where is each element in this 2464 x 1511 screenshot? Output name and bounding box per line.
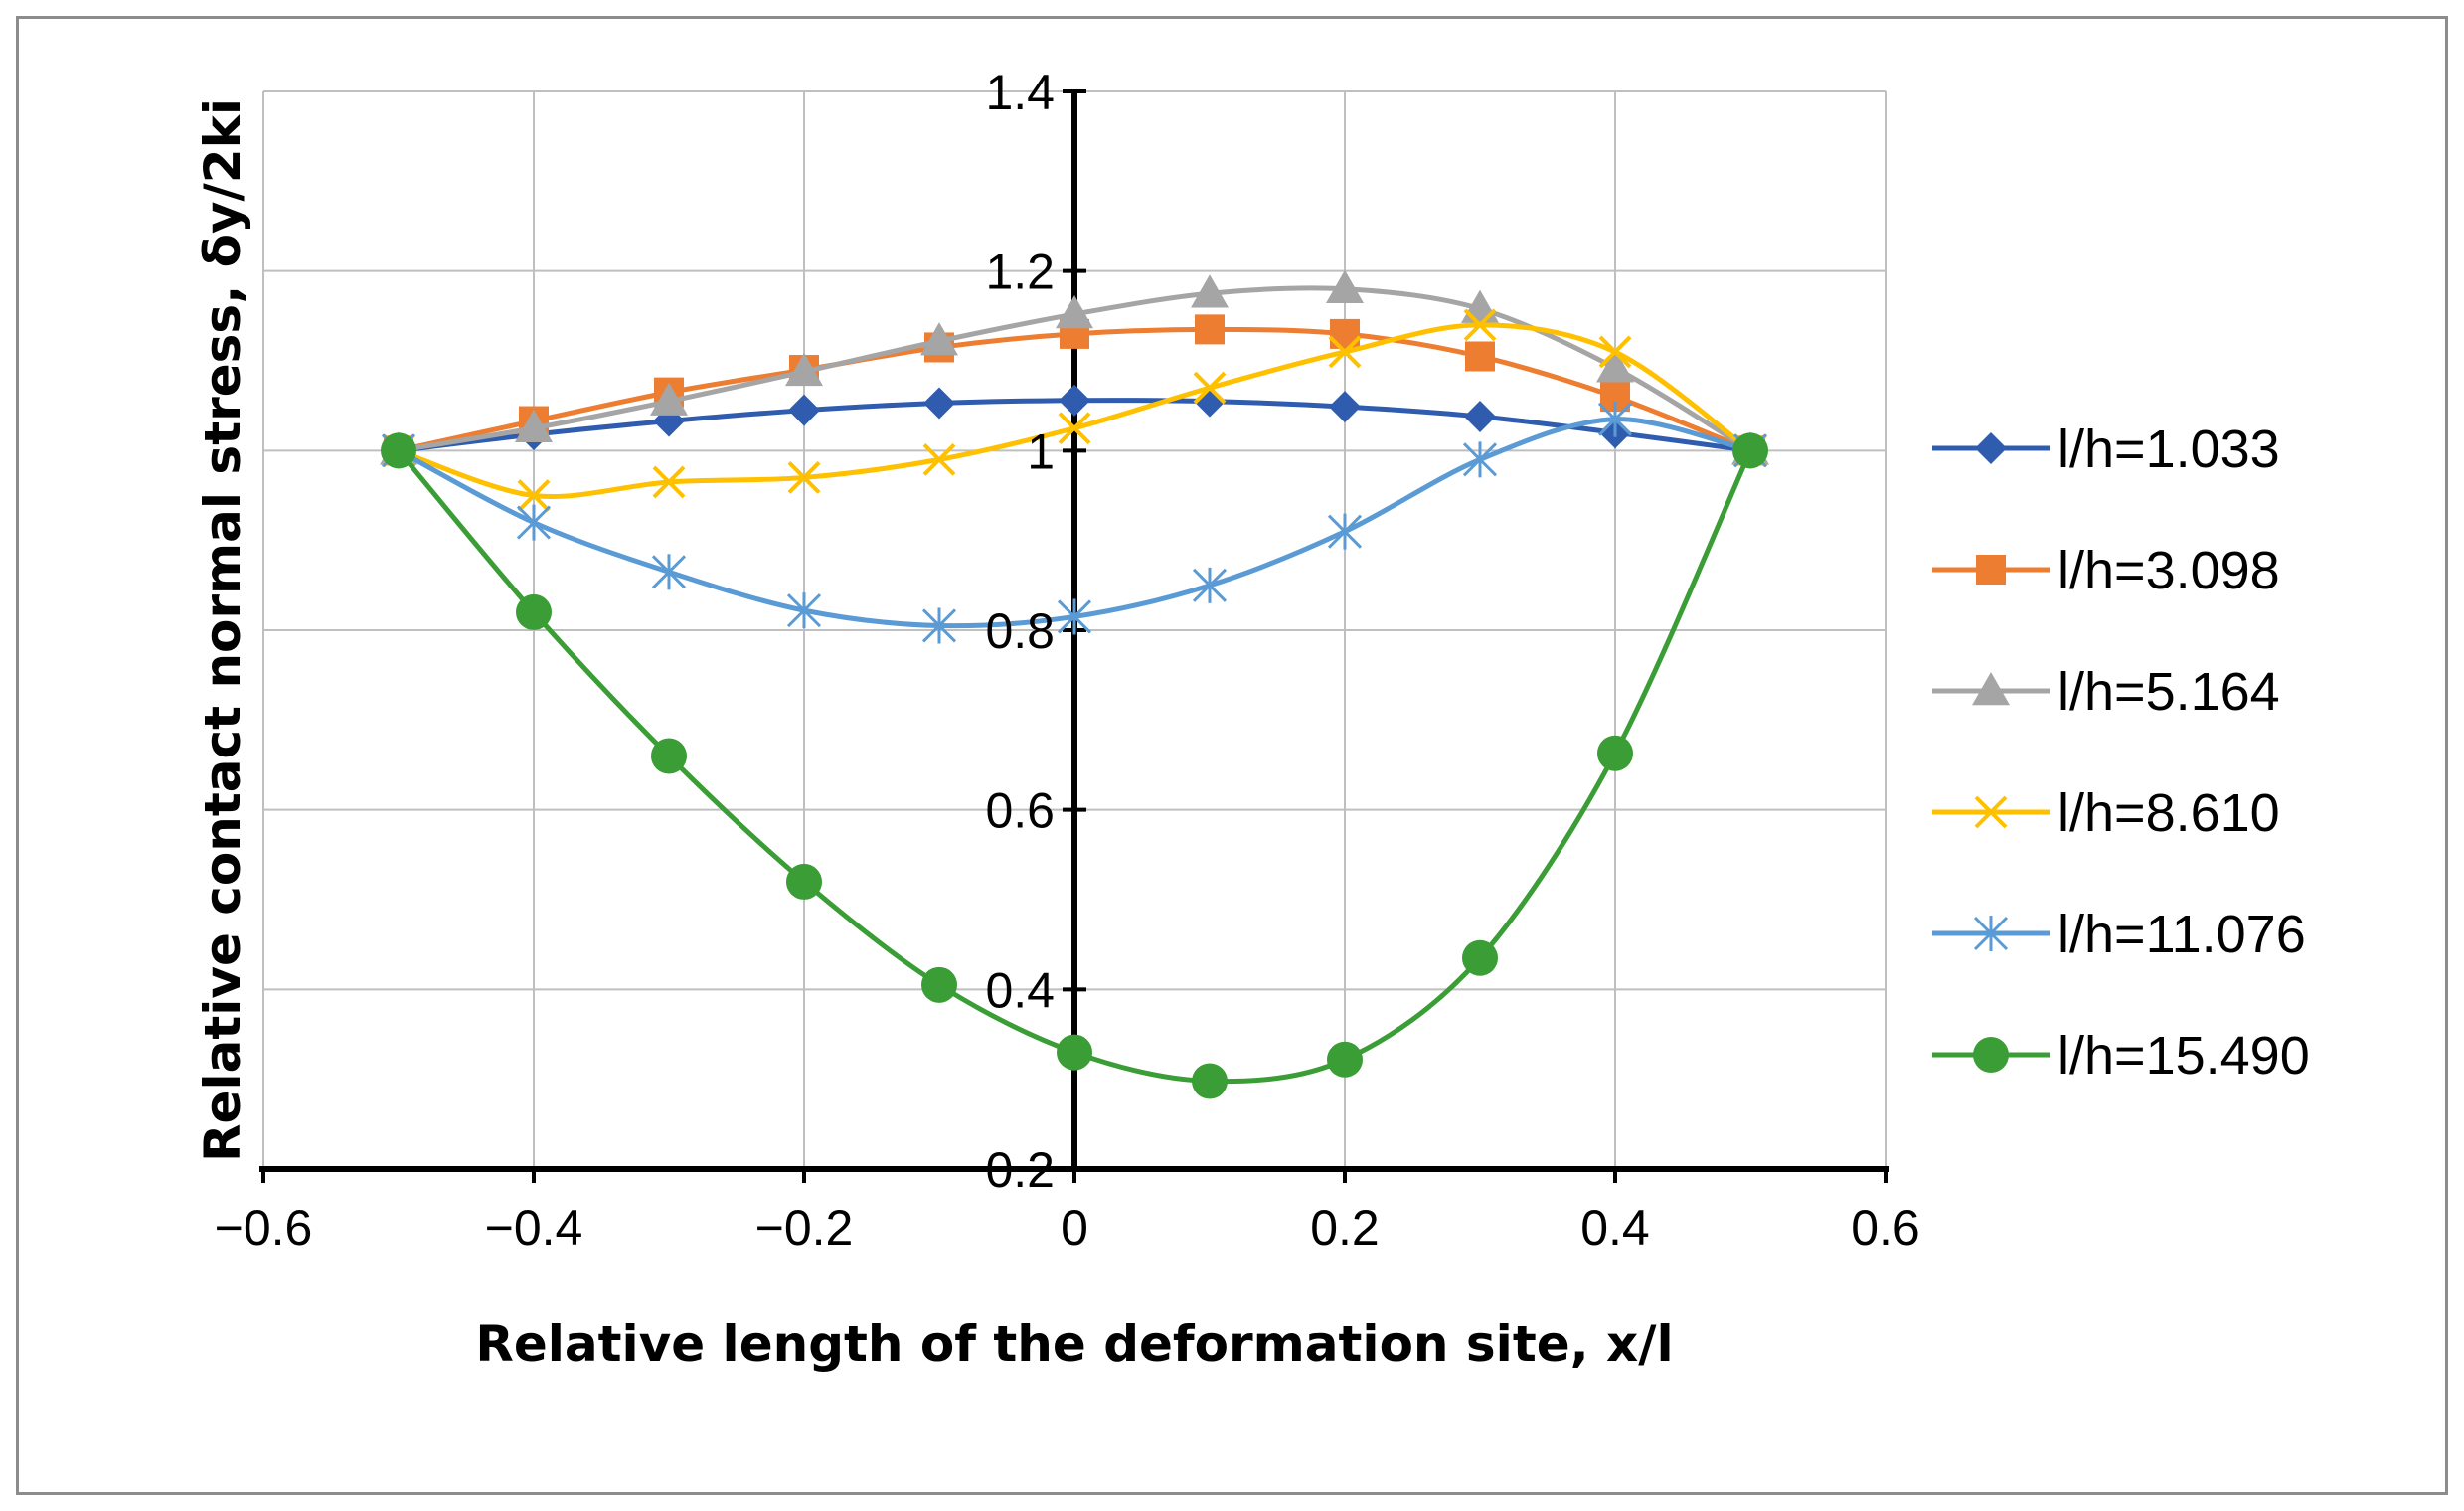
y-tick-label: 0.6 [985,783,1055,839]
data-point [1192,567,1228,603]
legend-item[interactable]: l/h=5.164 [1932,662,2280,722]
data-point [1330,318,1360,349]
x-tick-label: −0.2 [755,1200,854,1256]
data-point [786,863,822,900]
data-point [517,479,551,512]
y-tick-label: 1.4 [985,65,1055,120]
data-point [515,409,553,442]
data-point [1058,412,1091,445]
data-point [1195,314,1225,345]
legend-label: l/h=5.164 [2057,662,2280,722]
data-point [1732,432,1768,469]
data-point [1327,1041,1363,1078]
y-tick-label: 0.4 [985,962,1055,1018]
data-point [1327,513,1363,550]
data-point [651,554,687,590]
legend-marker [1973,916,2009,951]
legend-label: l/h=11.076 [2057,905,2306,964]
data-point [1328,335,1362,369]
y-tick-label: 1 [1027,423,1055,479]
data-point [1462,939,1498,976]
data-point [786,592,822,629]
legend-item[interactable]: l/h=11.076 [1932,905,2306,964]
data-point [1463,308,1497,342]
data-point [1056,295,1093,329]
data-point [1596,349,1634,383]
x-axis-title: Relative length of the deformation site,… [475,1315,1673,1373]
data-point [785,352,823,387]
data-point [921,607,957,644]
legend-marker [1972,672,2010,706]
legend-item[interactable]: l/h=8.610 [1932,783,2280,843]
x-tick-label: 0 [1061,1200,1088,1256]
legend-marker [1976,555,2006,585]
data-point [787,461,821,494]
data-point [1329,391,1361,423]
data-point [921,966,957,1003]
legend-item[interactable]: l/h=1.033 [1932,420,2280,479]
data-point [1193,371,1227,405]
legend-marker [1975,432,2007,464]
data-point [1059,384,1090,417]
data-point [922,442,956,476]
data-point [1597,735,1633,771]
data-point [1464,401,1496,433]
tick-labels: −0.6 −0.4 −0.2 0 0.2 0.4 0.60.20.40.60.811.21.… [215,65,1920,1256]
x-tick-label: −0.4 [485,1200,583,1256]
series-6 [381,432,1768,1099]
y-axis-title: Relative contact normal stress, δy/2ki [194,98,251,1162]
data-point [1057,598,1092,635]
legend-marker [1973,1037,2009,1073]
legend-label: l/h=1.033 [2057,420,2280,479]
chart-frame: −0.6 −0.4 −0.2 0 0.2 0.4 0.6 0.2 0.4 0.6 0.8 1 1.2 1.… [16,16,2448,1495]
data-point [923,387,955,420]
legend-label: l/h=3.098 [2057,541,2280,600]
data-point [920,322,958,356]
y-tick-label: 0.2 [985,1142,1055,1198]
legend-item[interactable]: l/h=3.098 [1932,541,2280,600]
y-tick-label: 0.8 [985,603,1055,659]
data-point [1057,1034,1092,1071]
data-point [1598,335,1632,369]
series-layer [380,269,1769,1099]
data-point [652,465,686,499]
data-point [1192,1063,1228,1099]
data-point [1191,274,1229,308]
legend-marker [1974,795,2008,829]
data-point [651,738,687,774]
data-point [381,432,416,469]
data-point [1597,401,1633,437]
x-tick-label: −0.6 [215,1200,313,1256]
data-point [1326,269,1364,303]
data-point [516,504,552,541]
legend[interactable]: l/h=1.033 l/h=3.098 l/h=5.164 l/h=8.610 l/h=… [1932,420,2310,1086]
data-point [1465,341,1495,372]
data-point [1462,441,1498,478]
legend-label: l/h=8.610 [2057,783,2280,843]
x-tick-label: 0.2 [1310,1200,1380,1256]
data-point [516,593,552,630]
axes [259,89,1889,1183]
x-tick-label: 0.6 [1851,1200,1920,1256]
legend-label: l/h=15.490 [2057,1026,2310,1086]
line-chart: −0.6 −0.4 −0.2 0 0.2 0.4 0.60.20.40.60.811.21.… [194,65,2310,1373]
y-tick-label: 1.2 [985,245,1055,300]
legend-item[interactable]: l/h=15.490 [1932,1026,2310,1086]
data-point [788,394,820,426]
x-tick-label: 0.4 [1580,1200,1650,1256]
data-point [650,382,688,416]
